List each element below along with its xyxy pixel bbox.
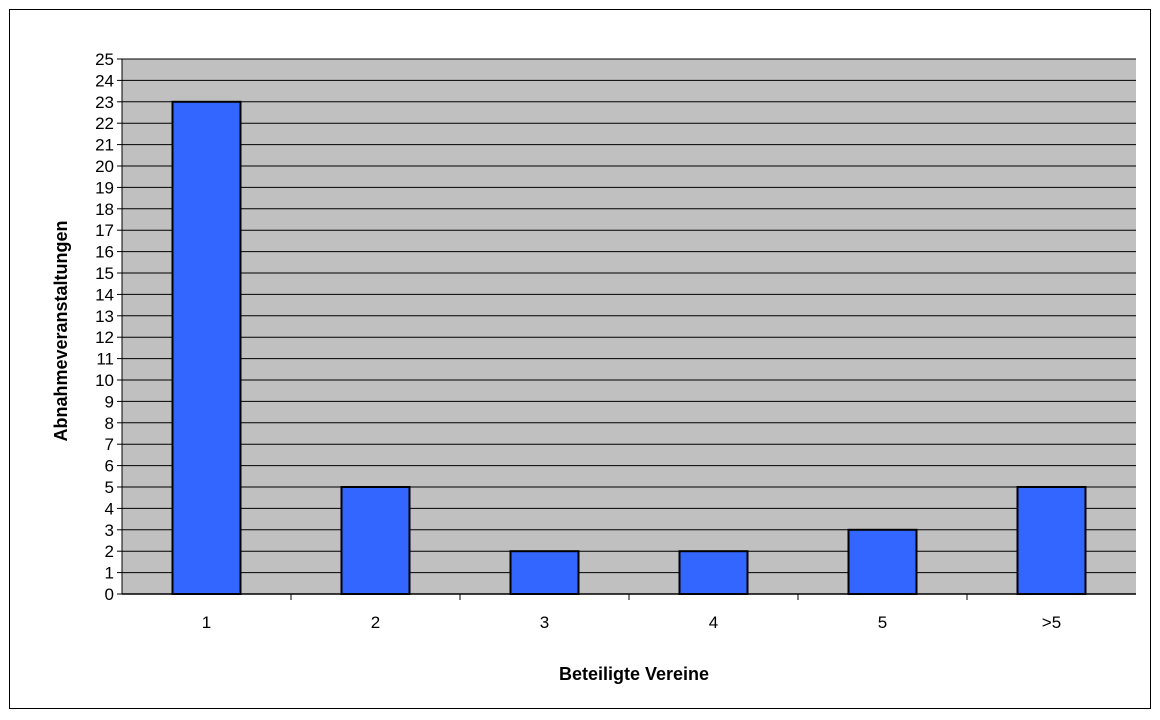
y-tick-label: 7 bbox=[105, 435, 114, 454]
x-tick-label: 5 bbox=[878, 613, 887, 632]
y-tick-label: 18 bbox=[95, 200, 114, 219]
x-tick-label: 3 bbox=[540, 613, 549, 632]
y-tick-label: 21 bbox=[95, 136, 114, 155]
y-tick-label: 19 bbox=[95, 178, 114, 197]
bar bbox=[340, 486, 411, 595]
y-tick-label: 12 bbox=[95, 328, 114, 347]
y-axis-title: Abnahmeveranstaltungen bbox=[51, 220, 71, 441]
y-tick-label: 22 bbox=[95, 114, 114, 133]
plot-area bbox=[122, 59, 1136, 594]
x-tick-label: 2 bbox=[371, 613, 380, 632]
y-tick-label: 9 bbox=[105, 392, 114, 411]
bar bbox=[678, 550, 749, 596]
axes bbox=[117, 58, 1136, 600]
y-tick-label: 13 bbox=[95, 307, 114, 326]
y-tick-label: 1 bbox=[105, 564, 114, 583]
y-tick-label: 24 bbox=[95, 71, 114, 90]
bar bbox=[509, 550, 580, 596]
y-tick-label: 20 bbox=[95, 157, 114, 176]
bar bbox=[847, 528, 918, 595]
y-tick-label: 8 bbox=[105, 414, 114, 433]
y-tick-label: 25 bbox=[95, 50, 114, 69]
y-tick-label: 6 bbox=[105, 457, 114, 476]
y-tick-label: 0 bbox=[105, 585, 114, 604]
y-tick-label: 16 bbox=[95, 243, 114, 262]
y-tick-label: 4 bbox=[105, 499, 114, 518]
y-tick-label: 10 bbox=[95, 371, 114, 390]
x-tick-label: 1 bbox=[202, 613, 211, 632]
y-tick-label: 14 bbox=[95, 285, 114, 304]
x-axis-title: Beteiligte Vereine bbox=[559, 664, 709, 684]
y-tick-label: 3 bbox=[105, 521, 114, 540]
plot-background bbox=[122, 59, 1136, 594]
x-tick-label: 4 bbox=[709, 613, 718, 632]
gridlines bbox=[122, 58, 1136, 574]
y-tick-label: 5 bbox=[105, 478, 114, 497]
x-tick-label: >5 bbox=[1042, 613, 1061, 632]
y-tick-label: 2 bbox=[105, 542, 114, 561]
x-tick-labels: 1 2 3 4 5 >5 bbox=[202, 613, 1061, 632]
y-tick-label: 23 bbox=[95, 93, 114, 112]
bar bbox=[1016, 486, 1087, 595]
y-tick-label: 11 bbox=[96, 350, 114, 369]
bar bbox=[171, 100, 242, 596]
y-tick-label: 17 bbox=[95, 221, 114, 240]
y-tick-label: 15 bbox=[95, 264, 114, 283]
y-tick-labels: 0123456789101112131415161718192021222324… bbox=[95, 50, 114, 604]
